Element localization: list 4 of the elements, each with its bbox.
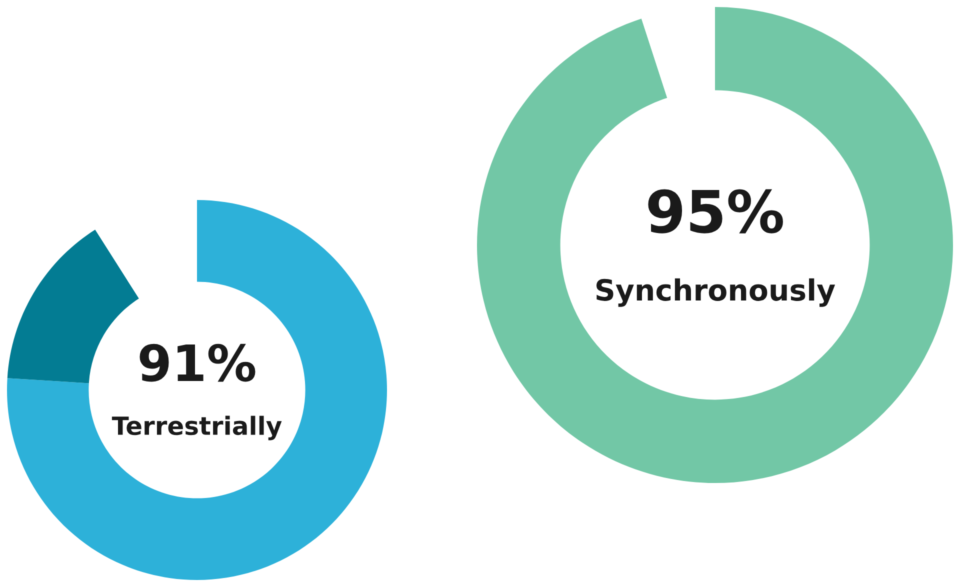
text: 95% xyxy=(648,189,783,234)
text: Synchronously xyxy=(596,278,836,307)
text: 91% xyxy=(140,344,256,382)
text: Terrestrially xyxy=(112,416,282,440)
